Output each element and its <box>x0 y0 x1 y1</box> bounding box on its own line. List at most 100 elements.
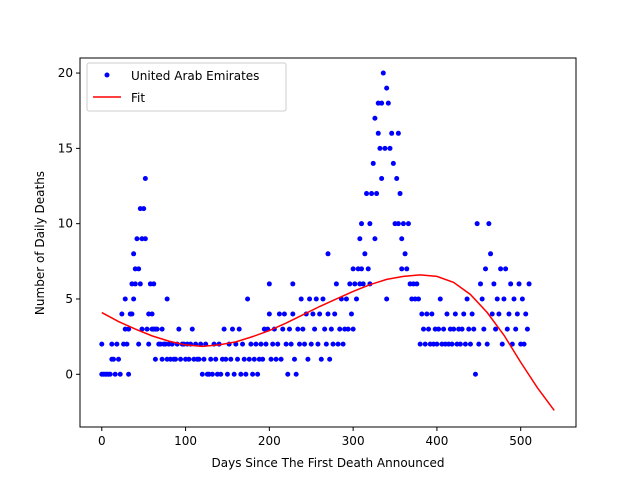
data-point <box>477 281 483 287</box>
data-point <box>350 326 356 332</box>
data-point <box>132 281 138 287</box>
data-point <box>493 326 499 332</box>
data-point <box>397 191 403 197</box>
data-point <box>333 281 339 287</box>
x-tick-label: 0 <box>98 434 106 448</box>
data-point <box>350 266 356 272</box>
data-point <box>280 326 286 332</box>
y-tick-label: 20 <box>58 66 73 80</box>
x-tick-label: 500 <box>509 434 532 448</box>
data-point <box>117 371 123 377</box>
data-point <box>369 191 375 197</box>
data-point <box>523 311 529 317</box>
x-axis-label: Days Since The First Death Announced <box>212 456 445 470</box>
data-point <box>291 356 297 362</box>
data-point <box>404 266 410 272</box>
data-point <box>330 341 336 347</box>
data-point <box>283 341 289 347</box>
data-point <box>429 311 435 317</box>
data-point <box>119 311 125 317</box>
data-point <box>379 100 385 106</box>
data-point <box>260 356 266 362</box>
data-point <box>131 296 137 302</box>
legend-frame <box>86 62 287 112</box>
data-point <box>491 281 497 287</box>
data-point <box>526 281 532 287</box>
data-point <box>285 371 291 377</box>
data-point <box>434 341 440 347</box>
data-point <box>136 341 142 347</box>
data-point <box>437 296 443 302</box>
data-point <box>323 341 329 347</box>
data-point <box>375 130 381 136</box>
data-point <box>137 281 143 287</box>
data-point <box>479 296 485 302</box>
data-point <box>345 326 351 332</box>
data-point <box>385 100 391 106</box>
data-point <box>154 326 160 332</box>
data-point <box>255 371 261 377</box>
data-point <box>297 341 303 347</box>
data-point <box>129 311 135 317</box>
data-point <box>233 341 239 347</box>
data-point <box>394 175 400 181</box>
legend-label-fit: Fit <box>131 91 145 105</box>
x-tick-label: 400 <box>425 434 448 448</box>
data-point <box>524 326 530 332</box>
data-point <box>224 371 230 377</box>
data-point <box>152 356 158 362</box>
data-point <box>305 356 311 362</box>
data-point <box>426 326 432 332</box>
data-point <box>359 221 365 227</box>
data-point <box>384 296 390 302</box>
data-point <box>379 175 385 181</box>
data-point <box>481 326 487 332</box>
data-point <box>347 281 353 287</box>
data-point <box>213 356 219 362</box>
data-point <box>228 356 234 362</box>
data-point <box>374 191 380 197</box>
data-point <box>359 266 365 272</box>
data-point <box>186 356 192 362</box>
data-point <box>415 296 421 302</box>
data-point <box>144 326 150 332</box>
data-point <box>327 356 333 362</box>
data-point <box>464 296 470 302</box>
data-point <box>208 356 214 362</box>
data-point <box>422 341 428 347</box>
data-point <box>111 356 117 362</box>
data-point <box>178 356 184 362</box>
series-layer <box>99 70 555 411</box>
data-point <box>353 296 359 302</box>
data-point <box>399 236 405 242</box>
data-point <box>313 296 319 302</box>
data-point <box>395 130 401 136</box>
data-point <box>519 296 525 302</box>
data-point <box>325 311 331 317</box>
data-point <box>400 221 406 227</box>
data-point <box>362 251 368 257</box>
data-point <box>134 236 140 242</box>
data-point <box>498 266 504 272</box>
data-point <box>419 311 425 317</box>
data-point <box>380 70 386 76</box>
data-point <box>337 326 343 332</box>
data-point <box>476 341 482 347</box>
data-point <box>402 251 408 257</box>
data-point <box>483 266 489 272</box>
legend: United Arab Emirates Fit <box>86 62 287 112</box>
data-point <box>424 311 430 317</box>
data-point <box>245 296 251 302</box>
data-point <box>107 371 113 377</box>
data-point <box>511 296 517 302</box>
data-point <box>503 266 509 272</box>
data-point <box>372 115 378 121</box>
data-point <box>159 326 165 332</box>
data-point <box>146 341 152 347</box>
data-point <box>229 326 235 332</box>
data-point <box>268 356 274 362</box>
data-point <box>357 236 363 242</box>
data-point <box>218 371 224 377</box>
data-point <box>246 356 252 362</box>
data-point <box>494 296 500 302</box>
